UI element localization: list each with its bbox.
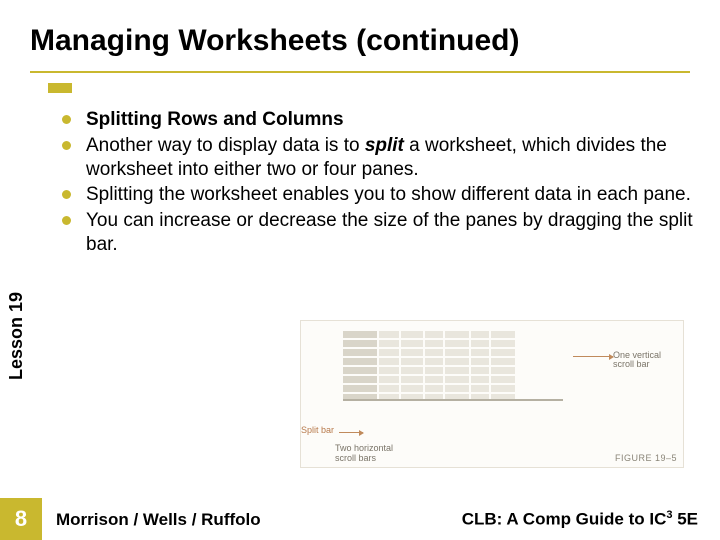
title-rule: [30, 71, 690, 73]
bullet-text-pre: Another way to display data is to: [86, 135, 365, 156]
accent-box: [48, 83, 72, 93]
bullet-text: You can increase or decrease the size of…: [86, 210, 693, 255]
list-item: You can increase or decrease the size of…: [58, 209, 696, 257]
callout-horizontal-scroll: Two horizontalscroll bars: [335, 444, 399, 463]
footer: 8 Morrison / Wells / Ruffolo CLB: A Comp…: [0, 498, 720, 540]
callout-vertical-scroll: One verticalscroll bar: [613, 351, 677, 370]
footer-book-title: CLB: A Comp Guide to IC3 5E: [462, 509, 698, 530]
figure-number: FIGURE 19–5: [615, 454, 677, 463]
split-bar-line: [343, 399, 563, 401]
bullet-heading: Splitting Rows and Columns: [86, 109, 344, 130]
footer-authors: Morrison / Wells / Ruffolo: [56, 510, 261, 530]
arrow-icon: [573, 356, 613, 357]
bullet-list: Splitting Rows and Columns Another way t…: [58, 108, 696, 257]
figure-data-rows: [343, 331, 563, 423]
page-number-badge: 8: [0, 498, 42, 540]
bullet-text: Splitting the worksheet enables you to s…: [86, 184, 691, 205]
slide-title: Managing Worksheets (continued): [30, 24, 690, 59]
list-item: Splitting Rows and Columns: [58, 108, 696, 132]
arrow-icon: [339, 432, 363, 433]
lesson-label: Lesson 19: [6, 292, 27, 380]
bullet-text-em: split: [365, 135, 404, 156]
sidebar: Lesson 19: [0, 120, 42, 480]
list-item: Splitting the worksheet enables you to s…: [58, 183, 696, 207]
callout-split-bar: Split bar: [301, 426, 341, 435]
slide-body: Splitting Rows and Columns Another way t…: [58, 108, 696, 259]
figure: One verticalscroll bar Split bar Two hor…: [300, 320, 684, 468]
list-item: Another way to display data is to split …: [58, 134, 696, 182]
